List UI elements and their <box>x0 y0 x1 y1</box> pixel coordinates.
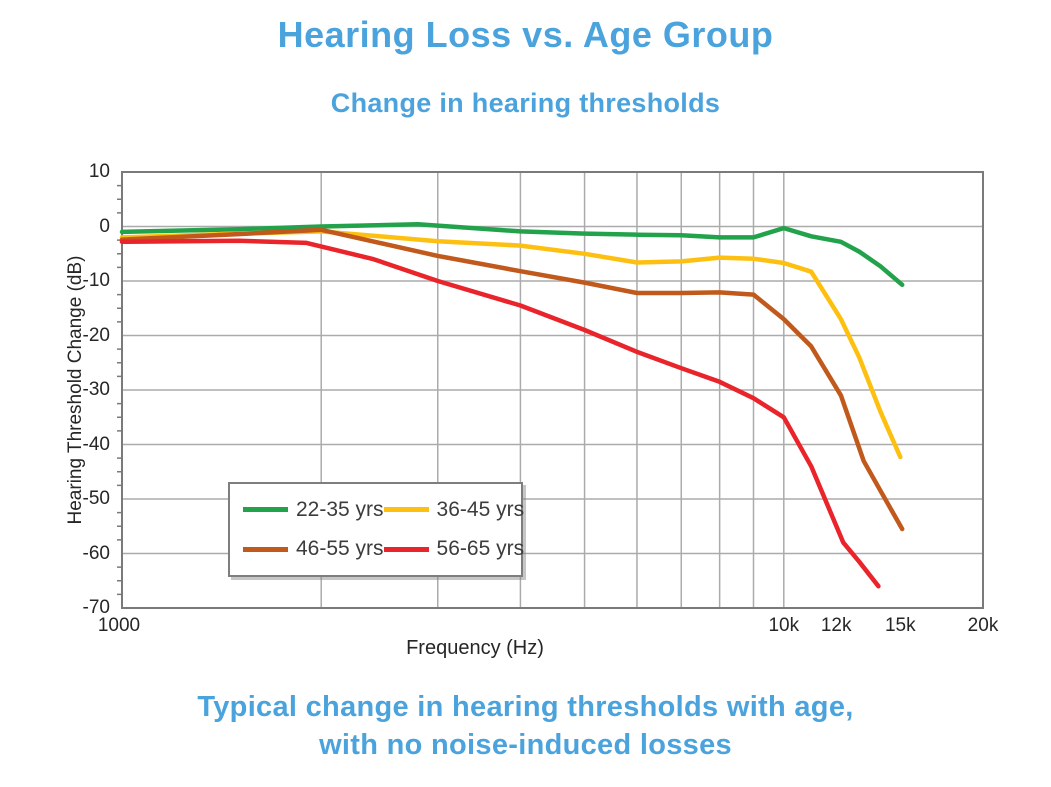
y-tick-label: -70 <box>82 597 110 618</box>
y-tick-label: -40 <box>82 433 110 455</box>
legend-swatch <box>383 546 429 552</box>
legend-label: 46-55 yrs <box>296 537 384 561</box>
legend-swatch <box>383 507 429 513</box>
caption: Typical change in hearing thresholds wit… <box>0 688 1051 764</box>
legend-label: 36-45 yrs <box>436 497 525 521</box>
legend-label: 56-65 yrs <box>436 537 525 561</box>
series-line-46-55-yrs <box>119 227 905 532</box>
x-tick-label: 12k <box>820 615 852 636</box>
legend-item: 36-45 yrs <box>383 497 525 522</box>
y-tick-label: -60 <box>82 542 110 564</box>
y-tick-label: -50 <box>82 488 110 509</box>
legend-swatch <box>243 507 288 513</box>
y-tick-label: 0 <box>99 215 110 237</box>
caption-line-2: with no noise-induced losses <box>319 729 732 761</box>
page-title: Hearing Loss vs. Age Group <box>277 14 774 55</box>
x-tick-label: 10k <box>768 615 800 636</box>
legend-swatch <box>243 546 288 552</box>
plot-border <box>121 171 984 609</box>
series-line-22-35-yrs <box>119 222 905 288</box>
y-tick-label: 10 <box>88 161 110 182</box>
x-tick-label: 15k <box>884 615 916 636</box>
chart-legend: 22-35 yrs 36-45 yrs 46-55 yrs 56-65 yrs <box>228 482 525 577</box>
x-axis-title: Frequency (Hz) <box>406 637 544 659</box>
x-tick-label: 1000 <box>97 615 141 636</box>
series-line-56-65-yrs <box>119 238 881 589</box>
y-tick-label: -10 <box>82 270 110 291</box>
series-line-36-45-yrs <box>119 229 903 460</box>
x-tick-label: 20k <box>967 615 999 636</box>
legend-item: 22-35 yrs <box>243 498 384 522</box>
y-tick-label: -20 <box>82 324 110 346</box>
legend-item: 46-55 yrs <box>243 537 384 561</box>
legend-label: 22-35 yrs <box>296 497 384 521</box>
legend-item: 56-65 yrs <box>383 537 525 561</box>
caption-line-1: Typical change in hearing thresholds wit… <box>197 691 854 723</box>
page-subtitle: Change in hearing thresholds <box>330 88 721 118</box>
y-tick-label: -30 <box>82 379 110 400</box>
